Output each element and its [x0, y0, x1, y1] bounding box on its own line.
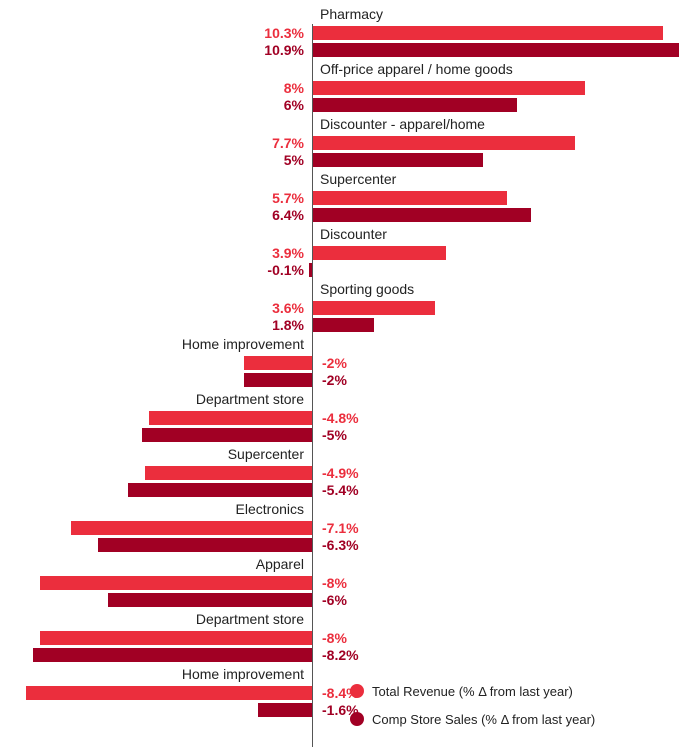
comp-bar [313, 318, 374, 332]
comp-bar [258, 703, 312, 717]
category-label: Supercenter [320, 171, 396, 187]
comp-value: 10.9% [264, 42, 304, 58]
revenue-bar [40, 576, 312, 590]
comp-value: 6.4% [272, 207, 304, 223]
legend-item-revenue: Total Revenue (% Δ from last year) [350, 684, 573, 699]
comp-value: -5% [322, 427, 347, 443]
comp-bar [98, 538, 312, 552]
comp-bar [313, 153, 483, 167]
comp-bar [313, 43, 679, 57]
zero-axis [312, 24, 313, 747]
category-label: Sporting goods [320, 281, 414, 297]
legend-item-comp: Comp Store Sales (% Δ from last year) [350, 712, 595, 727]
comp-bar [142, 428, 312, 442]
comp-bar [108, 593, 312, 607]
revenue-value: 8% [284, 80, 304, 96]
revenue-bar [149, 411, 312, 425]
category-label: Home improvement [182, 336, 304, 352]
revenue-value: -2% [322, 355, 347, 371]
revenue-bar [145, 466, 312, 480]
comp-value: -2% [322, 372, 347, 388]
revenue-value: 5.7% [272, 190, 304, 206]
revenue-bar [313, 191, 507, 205]
legend-dot [350, 712, 364, 726]
category-label: Supercenter [228, 446, 304, 462]
revenue-bar [313, 136, 575, 150]
comp-value: -0.1% [267, 262, 304, 278]
category-label: Department store [196, 391, 304, 407]
revenue-value: -4.8% [322, 410, 359, 426]
legend-label: Comp Store Sales (% Δ from last year) [372, 712, 595, 727]
revenue-value: 7.7% [272, 135, 304, 151]
category-label: Discounter - apparel/home [320, 116, 485, 132]
category-label: Apparel [256, 556, 304, 572]
revenue-bar [244, 356, 312, 370]
comp-bar [309, 263, 312, 277]
category-label: Home improvement [182, 666, 304, 682]
revenue-value: -7.1% [322, 520, 359, 536]
revenue-value: -4.9% [322, 465, 359, 481]
category-label: Electronics [236, 501, 304, 517]
comp-value: 1.8% [272, 317, 304, 333]
diverging-bar-chart: Pharmacy 10.3%10.9% Off-price apparel / ho… [0, 0, 679, 746]
category-label: Off-price apparel / home goods [320, 61, 513, 77]
revenue-bar [313, 246, 446, 260]
category-label: Discounter [320, 226, 387, 242]
comp-bar [244, 373, 312, 387]
category-label: Pharmacy [320, 6, 383, 22]
comp-bar [128, 483, 312, 497]
revenue-bar [71, 521, 312, 535]
comp-bar [33, 648, 312, 662]
category-label: Department store [196, 611, 304, 627]
legend-dot [350, 684, 364, 698]
revenue-bar [26, 686, 312, 700]
comp-value: -6% [322, 592, 347, 608]
revenue-value: 10.3% [264, 25, 304, 41]
comp-value: 5% [284, 152, 304, 168]
revenue-bar [313, 26, 663, 40]
revenue-bar [313, 301, 435, 315]
comp-bar [313, 98, 517, 112]
comp-value: 6% [284, 97, 304, 113]
comp-value: -6.3% [322, 537, 359, 553]
revenue-bar [40, 631, 312, 645]
revenue-value: -8% [322, 630, 347, 646]
legend-label: Total Revenue (% Δ from last year) [372, 684, 573, 699]
revenue-bar [313, 81, 585, 95]
comp-value: -8.2% [322, 647, 359, 663]
revenue-value: -8% [322, 575, 347, 591]
revenue-value: 3.9% [272, 245, 304, 261]
comp-bar [313, 208, 531, 222]
comp-value: -5.4% [322, 482, 359, 498]
revenue-value: 3.6% [272, 300, 304, 316]
